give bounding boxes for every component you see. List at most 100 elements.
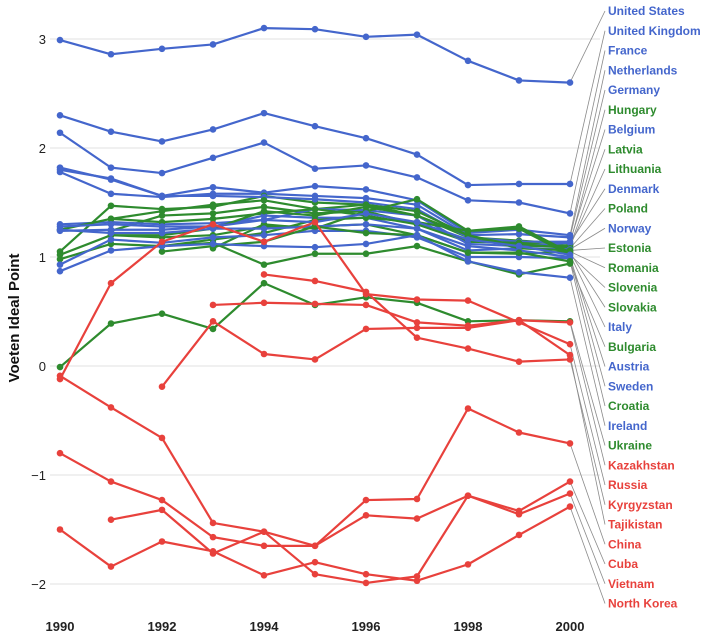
data-point xyxy=(209,221,217,228)
data-point xyxy=(209,533,217,541)
data-point xyxy=(158,229,166,237)
data-point xyxy=(209,210,217,217)
data-point xyxy=(209,215,217,223)
series-label: Kazakhstan xyxy=(608,458,675,472)
series-united-states xyxy=(56,24,574,86)
series-label: Estonia xyxy=(608,241,652,255)
data-point xyxy=(362,186,370,193)
data-point xyxy=(362,229,370,237)
data-point xyxy=(56,449,64,457)
series-line xyxy=(110,492,571,585)
data-point xyxy=(158,192,166,200)
series-line xyxy=(59,374,571,547)
data-point xyxy=(464,197,472,204)
leader-line xyxy=(569,188,606,244)
series-united-kingdom xyxy=(56,109,574,189)
y-tick-label: 3 xyxy=(39,32,46,47)
data-point xyxy=(464,249,472,256)
data-point xyxy=(107,516,115,523)
leader-line xyxy=(569,257,606,387)
data-point xyxy=(311,205,319,213)
data-point xyxy=(566,478,574,485)
leader-line xyxy=(569,30,606,185)
data-point xyxy=(362,162,370,169)
data-point xyxy=(158,506,166,514)
data-point xyxy=(56,112,64,119)
leader-line xyxy=(569,247,606,251)
series-label: Lithuania xyxy=(608,162,662,176)
leader-line xyxy=(569,263,606,347)
data-point xyxy=(56,129,64,137)
y-tick-label: 2 xyxy=(39,141,46,156)
data-point xyxy=(107,50,115,58)
data-point xyxy=(362,288,370,296)
data-point xyxy=(464,324,472,332)
data-point xyxy=(413,577,421,585)
y-tick-label: 1 xyxy=(39,250,46,265)
data-point xyxy=(413,218,421,226)
data-point xyxy=(311,243,319,251)
label-leader-lines xyxy=(569,10,606,604)
data-point xyxy=(311,218,319,226)
series-label: Denmark xyxy=(608,182,660,196)
series-label: Sweden xyxy=(608,379,653,393)
data-point xyxy=(107,190,115,198)
data-point xyxy=(413,495,421,503)
data-point xyxy=(260,231,268,239)
data-point xyxy=(464,345,472,352)
x-tick-label: 1992 xyxy=(148,619,177,634)
data-point xyxy=(209,154,217,162)
data-point xyxy=(209,201,217,208)
data-point xyxy=(464,57,472,65)
data-point xyxy=(413,334,421,341)
series-lines xyxy=(56,24,574,587)
data-point xyxy=(515,249,523,256)
series-label: Germany xyxy=(608,83,660,97)
data-point xyxy=(515,230,523,238)
data-point xyxy=(566,258,574,265)
data-point xyxy=(362,570,370,578)
leader-line xyxy=(569,149,606,247)
series-label: Kyrgyzstan xyxy=(608,498,673,512)
data-point xyxy=(260,279,268,287)
data-point xyxy=(566,340,574,348)
data-point xyxy=(413,151,421,158)
data-point xyxy=(158,169,166,177)
data-point xyxy=(260,299,268,307)
data-point xyxy=(464,236,472,243)
y-tick-label: −2 xyxy=(31,577,46,592)
data-point xyxy=(413,231,421,239)
data-point xyxy=(362,134,370,142)
data-point xyxy=(515,180,523,188)
data-point xyxy=(566,210,574,217)
series-label: North Korea xyxy=(608,597,678,611)
data-point xyxy=(107,128,115,135)
leader-line xyxy=(569,481,606,565)
data-point xyxy=(107,279,115,287)
data-point xyxy=(311,558,319,566)
data-point xyxy=(566,503,574,510)
data-point xyxy=(107,247,115,254)
data-point xyxy=(362,250,370,258)
series-label: Ukraine xyxy=(608,439,652,453)
data-point xyxy=(209,301,217,309)
leader-line xyxy=(569,227,606,250)
data-point xyxy=(362,496,370,504)
data-point xyxy=(209,183,217,191)
series-label: Tajikistan xyxy=(608,518,662,532)
series-line xyxy=(59,452,571,547)
data-point xyxy=(566,319,574,326)
data-point xyxy=(566,79,574,86)
series-line xyxy=(212,198,571,254)
leader-line xyxy=(569,70,606,236)
data-point xyxy=(362,221,370,228)
data-point xyxy=(260,350,268,358)
data-point xyxy=(209,41,217,48)
data-point xyxy=(158,538,166,545)
data-point xyxy=(311,300,319,308)
data-point xyxy=(260,139,268,146)
data-point xyxy=(464,492,472,500)
data-point xyxy=(362,325,370,333)
data-point xyxy=(260,542,268,550)
data-point xyxy=(464,561,472,568)
